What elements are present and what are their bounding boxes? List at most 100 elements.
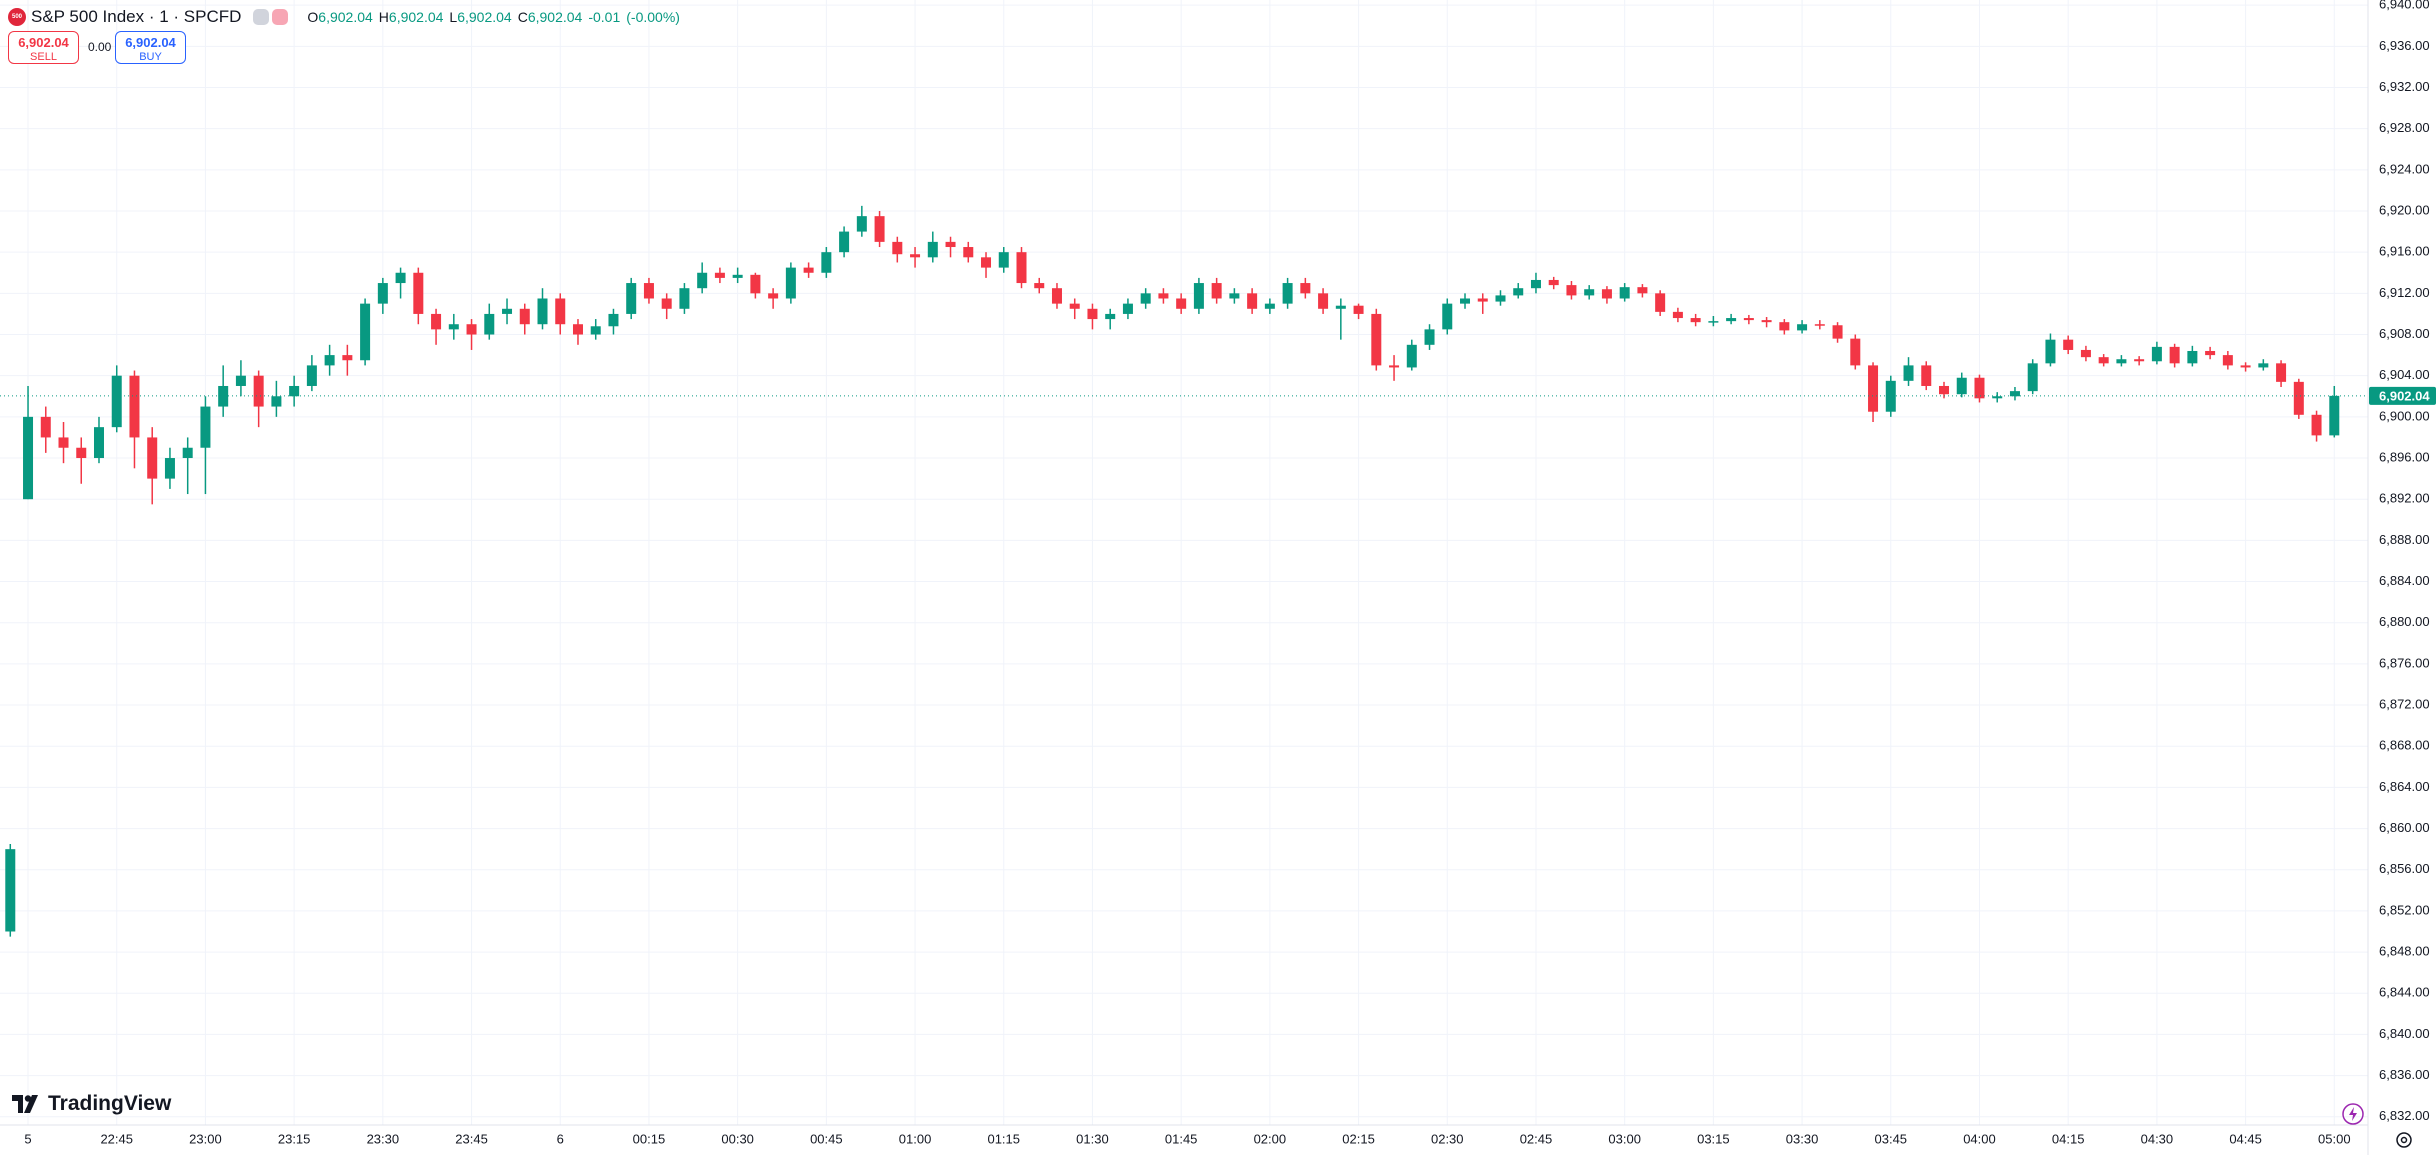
- candle-body: [945, 241, 956, 248]
- candle-body: [2009, 391, 2020, 397]
- ohlc-key: O: [307, 9, 319, 25]
- candle-body: [1779, 322, 1790, 331]
- y-tick-label: 6,900.00: [2379, 408, 2430, 423]
- candle-body: [466, 324, 477, 335]
- candle-body: [2258, 363, 2269, 368]
- candle-body: [324, 355, 335, 366]
- candle-body: [1264, 303, 1275, 309]
- x-tick-label: 02:00: [1254, 1131, 1287, 1146]
- candle-body: [360, 303, 371, 361]
- pill-icon[interactable]: [272, 9, 289, 25]
- y-tick-label: 6,920.00: [2379, 202, 2430, 217]
- symbol-header: 500 S&P 500 Index · 1 · SPCFD O6,902.04 H…: [8, 4, 680, 30]
- y-tick-label: 6,928.00: [2379, 120, 2430, 135]
- x-tick-label: 02:45: [1520, 1131, 1553, 1146]
- y-tick-label: 6,908.00: [2379, 326, 2430, 341]
- y-tick-label: 6,904.00: [2379, 367, 2430, 382]
- y-tick-label: 6,880.00: [2379, 614, 2430, 629]
- symbol-icon: 500: [8, 8, 26, 26]
- candle-body: [23, 416, 34, 500]
- candle-body: [1353, 305, 1364, 314]
- candle-body: [1637, 287, 1648, 294]
- candle-body: [1690, 318, 1701, 323]
- candle-body: [235, 375, 246, 386]
- x-tick-label: 01:45: [1165, 1131, 1198, 1146]
- symbol-title[interactable]: S&P 500 Index · 1 · SPCFD: [31, 7, 242, 26]
- x-tick-label: 02:15: [1342, 1131, 1375, 1146]
- candle-body: [608, 313, 619, 327]
- candle-body: [1655, 293, 1666, 312]
- candle-body: [2293, 381, 2304, 415]
- candle-body: [2116, 359, 2127, 364]
- brand-name: TradingView: [48, 1092, 172, 1115]
- candle-body: [2134, 359, 2145, 362]
- indicator-pills: [253, 9, 291, 25]
- candle-body: [1974, 377, 1985, 399]
- ohlc-key: L: [449, 9, 458, 25]
- x-tick-label: 04:15: [2052, 1131, 2085, 1146]
- candle-body: [484, 313, 495, 335]
- ohlc-value: 6,902.04: [457, 9, 512, 25]
- candle-body: [164, 458, 175, 479]
- candle-body: [1016, 252, 1027, 284]
- candle-body: [555, 298, 566, 325]
- candle-body: [111, 375, 122, 428]
- candle-body: [1193, 283, 1204, 309]
- candle-body: [40, 416, 51, 438]
- ohlc-value: 6,902.04: [318, 9, 373, 25]
- candle-body: [1371, 313, 1382, 366]
- candle-body: [537, 298, 548, 325]
- candle-body: [2045, 339, 2056, 364]
- candle-body: [1051, 288, 1062, 304]
- x-tick-label: 03:15: [1697, 1131, 1730, 1146]
- candle-body: [1158, 293, 1169, 299]
- last-price-box: [2369, 386, 2436, 405]
- buy-button[interactable]: 6,902.04 BUY: [115, 31, 186, 64]
- candle-body: [93, 427, 104, 459]
- candle-body: [342, 355, 353, 361]
- candle-body: [1903, 365, 1914, 381]
- y-tick-label: 6,940.00: [2379, 0, 2430, 12]
- ohlc-value: 6,902.04: [388, 9, 444, 25]
- brand-logo[interactable]: TradingView: [12, 1092, 171, 1116]
- candle-body: [1726, 318, 1737, 322]
- candle-body: [2276, 363, 2287, 382]
- candle-body: [927, 241, 938, 258]
- candle-body: [271, 396, 282, 407]
- candle-body: [448, 324, 459, 330]
- candle-body: [58, 437, 69, 448]
- candle-body: [129, 375, 140, 438]
- candle-body: [502, 308, 513, 314]
- candle-body: [1282, 283, 1293, 304]
- last-price-label: 6,902.04: [2379, 388, 2430, 403]
- candle-body: [2187, 350, 2198, 364]
- y-tick-label: 6,852.00: [2379, 902, 2430, 917]
- candle-body: [626, 283, 637, 314]
- candle-body: [1105, 313, 1116, 320]
- settings-button[interactable]: [2392, 1128, 2416, 1152]
- x-tick-label: 6: [557, 1131, 564, 1146]
- candle-body: [750, 274, 761, 294]
- candle-body: [1318, 293, 1329, 309]
- x-tick-label: 04:45: [2229, 1131, 2262, 1146]
- candle-body: [1406, 344, 1417, 368]
- candle-body: [1513, 288, 1524, 296]
- x-tick-label: 02:30: [1431, 1131, 1464, 1146]
- y-tick-label: 6,896.00: [2379, 449, 2430, 464]
- candle-body: [963, 247, 974, 258]
- candle-body: [1247, 293, 1258, 309]
- candle-body: [839, 231, 850, 253]
- candle-body: [147, 437, 158, 479]
- x-tick-label: 23:00: [189, 1131, 222, 1146]
- lightning-button[interactable]: [2340, 1101, 2366, 1127]
- candle-body: [1708, 321, 1719, 323]
- change-percent: (-0.00%): [626, 9, 680, 25]
- x-tick-label: 03:30: [1786, 1131, 1819, 1146]
- x-tick-label: 04:00: [1963, 1131, 1996, 1146]
- y-tick-label: 6,836.00: [2379, 1067, 2430, 1082]
- sell-button[interactable]: 6,902.04 SELL: [8, 31, 79, 64]
- candle-body: [1850, 338, 1861, 366]
- pill-icon[interactable]: [253, 9, 270, 25]
